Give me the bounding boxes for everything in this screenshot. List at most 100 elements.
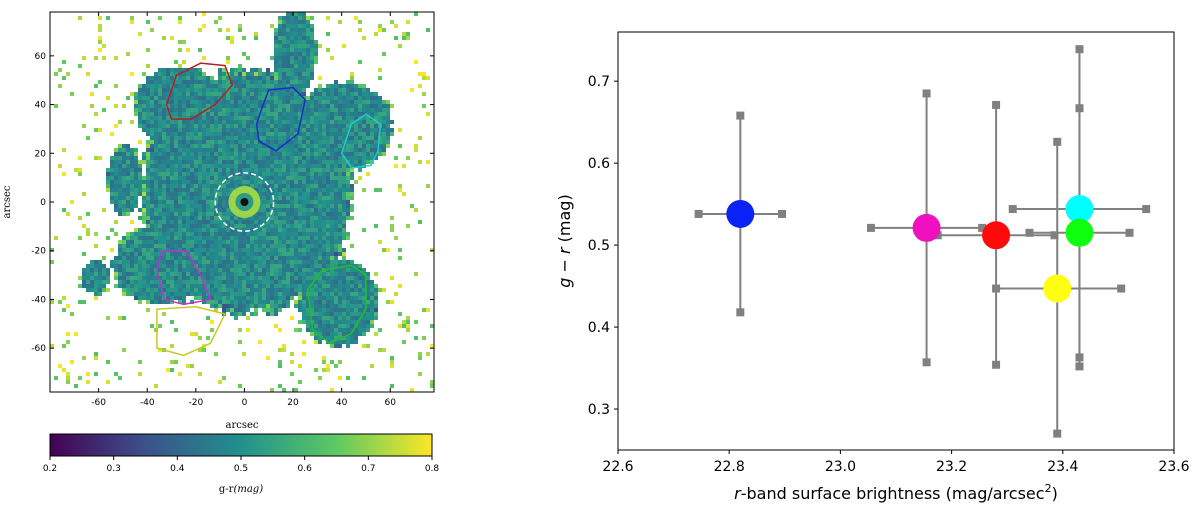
map-pixel	[354, 148, 358, 152]
map-pixel	[386, 100, 390, 104]
map-pixel	[110, 176, 114, 180]
map-pixel	[254, 304, 258, 308]
map-pixel	[210, 80, 214, 84]
map-pixel	[142, 92, 146, 96]
map-pixel	[142, 276, 146, 280]
map-pixel	[334, 288, 338, 292]
map-pixel	[362, 324, 366, 328]
map-pixel	[222, 232, 226, 236]
map-pixel	[274, 276, 278, 280]
map-pixel	[146, 104, 150, 108]
map-pixel	[286, 88, 290, 92]
map-pixel	[290, 64, 294, 68]
map-pixel	[194, 220, 198, 224]
map-pixel	[170, 104, 174, 108]
map-pixel	[206, 104, 210, 108]
map-pixel	[306, 324, 310, 328]
map-pixel	[110, 164, 114, 168]
map-pixel	[146, 236, 150, 240]
map-pixel	[238, 88, 242, 92]
map-pixel	[322, 260, 326, 264]
map-pixel	[178, 184, 182, 188]
map-pixel	[150, 144, 154, 148]
map-pixel	[174, 328, 178, 332]
map-pixel	[278, 100, 282, 104]
map-pixel	[246, 112, 250, 116]
map-pixel	[118, 180, 122, 184]
map-pixel	[138, 180, 142, 184]
map-pixel	[334, 160, 338, 164]
map-pixel	[362, 296, 366, 300]
map-pixel	[358, 84, 362, 88]
map-pixel	[150, 160, 154, 164]
map-pixel	[222, 216, 226, 220]
color-map-panel: -60 -40 -20 0 20 40 60 -60 -40 -20 0 20 40 60 arcsec…	[0, 0, 445, 511]
map-pixel	[98, 48, 102, 52]
map-pixel	[182, 112, 186, 116]
map-pixel	[278, 88, 282, 92]
map-pixel	[366, 316, 370, 320]
map-pixel	[342, 304, 346, 308]
map-pixel	[314, 280, 318, 284]
map-pixel	[294, 48, 298, 52]
map-pixel	[282, 64, 286, 68]
map-pixel	[314, 188, 318, 192]
map-pixel	[118, 160, 122, 164]
map-pixel	[126, 244, 130, 248]
map-pixel	[238, 260, 242, 264]
map-pixel	[246, 180, 250, 184]
map-pixel	[282, 228, 286, 232]
map-pixel	[178, 224, 182, 228]
map-pixel	[130, 172, 134, 176]
map-pixel	[106, 316, 110, 320]
map-pixel	[206, 80, 210, 84]
map-pixel	[138, 272, 142, 276]
map-pixel	[366, 172, 370, 176]
map-pixel	[362, 144, 366, 148]
map-pixel	[194, 284, 198, 288]
map-pixel	[130, 200, 134, 204]
map-pixel	[138, 92, 142, 96]
map-pixel	[310, 328, 314, 332]
map-pixel	[222, 212, 226, 216]
map-pixel	[262, 132, 266, 136]
map-pixel	[142, 84, 146, 88]
map-pixel	[330, 120, 334, 124]
map-pixel	[282, 108, 286, 112]
map-pixel	[334, 100, 338, 104]
map-pixel	[90, 280, 94, 284]
map-pixel	[182, 244, 186, 248]
map-pixel	[294, 228, 298, 232]
map-pixel	[150, 236, 154, 240]
map-pixel	[198, 160, 202, 164]
map-pixel	[358, 156, 362, 160]
map-pixel	[170, 240, 174, 244]
map-pixel	[226, 232, 230, 236]
map-pixel	[118, 184, 122, 188]
map-pixel	[238, 112, 242, 116]
map-pixel	[150, 300, 154, 304]
map-pixel	[342, 316, 346, 320]
map-pixel	[118, 200, 122, 204]
map-pixel	[278, 180, 282, 184]
map-pixel	[294, 216, 298, 220]
map-pixel	[202, 172, 206, 176]
map-pixel	[258, 296, 262, 300]
map-pixel	[410, 204, 414, 208]
map-pixel	[322, 280, 326, 284]
map-pixel	[398, 248, 402, 252]
map-pixel	[322, 188, 326, 192]
map-pixel	[346, 100, 350, 104]
map-pixel	[86, 268, 90, 272]
map-pixel	[246, 144, 250, 148]
map-pixel	[166, 256, 170, 260]
map-pixel	[294, 168, 298, 172]
map-pixel	[214, 156, 218, 160]
map-pixel	[238, 124, 242, 128]
map-pixel	[298, 116, 302, 120]
map-pixel	[150, 148, 154, 152]
map-pixel	[326, 184, 330, 188]
map-pixel	[338, 204, 342, 208]
map-pixel	[162, 264, 166, 268]
map-pixel	[322, 228, 326, 232]
